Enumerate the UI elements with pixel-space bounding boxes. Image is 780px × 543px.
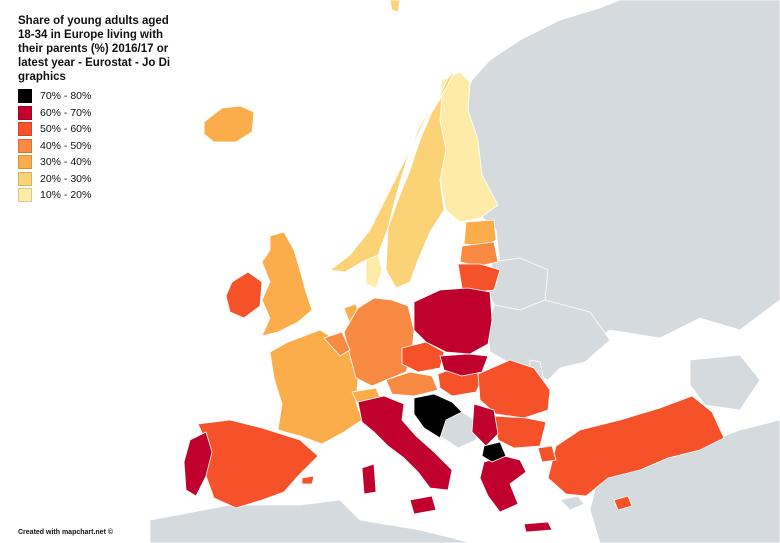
caucasus-region <box>689 354 761 411</box>
country-croatia <box>413 393 463 439</box>
country-sardinia <box>361 463 377 495</box>
category-20-30 <box>329 0 456 289</box>
legend: 70% - 80% 60% - 70% 50% - 60% 40% - 50% … <box>18 88 91 204</box>
country-greece <box>479 455 527 513</box>
legend-swatch-10-20 <box>18 188 32 202</box>
country-slovakia <box>439 353 489 377</box>
legend-label-50-60: 50% - 60% <box>40 123 92 135</box>
country-uk <box>261 231 313 337</box>
country-belgium-lux <box>323 331 351 357</box>
credit-text: Created with mapchart.net © <box>18 529 114 536</box>
legend-swatch-40-50 <box>18 138 32 153</box>
category-60-70 <box>183 287 553 533</box>
north-africa-region <box>149 499 471 543</box>
country-north-macedonia <box>481 441 507 463</box>
legend-label-30-40: 30% - 40% <box>40 156 92 168</box>
country-turkey <box>547 395 725 497</box>
country-latvia <box>459 241 499 267</box>
legend-swatch-60-70 <box>18 105 32 120</box>
legend-swatch-50-60 <box>18 122 32 136</box>
legend-label-40-50: 40% - 50% <box>40 139 92 152</box>
country-portugal <box>183 431 213 497</box>
country-cyprus <box>613 495 633 511</box>
legend-item-20-30: 20% - 30% <box>18 171 91 187</box>
country-crete <box>523 521 553 533</box>
legend-item-40-50: 40% - 50% <box>18 138 91 154</box>
country-lithuania <box>457 263 501 293</box>
country-austria <box>385 371 439 397</box>
country-poland <box>413 287 493 355</box>
legend-label-10-20: 10% - 20% <box>40 189 92 201</box>
cyprus-grey-area <box>559 495 585 511</box>
country-turkey-thrace <box>537 445 557 463</box>
legend-item-50-60: 50% - 60% <box>18 121 91 137</box>
legend-label-70-80: 70% - 80% <box>40 90 92 102</box>
legend-swatch-20-30 <box>18 171 32 186</box>
category-50-60 <box>197 263 725 511</box>
country-sweden <box>385 95 447 289</box>
legend-item-30-40: 30% - 40% <box>18 154 91 170</box>
legend-label-60-70: 60% - 70% <box>40 106 92 119</box>
country-norway-north <box>389 0 401 13</box>
country-sicily <box>409 495 437 515</box>
legend-item-70-80: 70% - 80% <box>18 88 91 104</box>
category-70-80 <box>413 393 507 463</box>
country-italy <box>357 395 453 491</box>
country-romania <box>477 359 551 419</box>
category-40-50 <box>323 241 499 397</box>
legend-item-60-70: 60% - 70% <box>18 105 91 121</box>
ukraine-region <box>487 299 611 381</box>
legend-item-10-20: 10% - 20% <box>18 187 91 203</box>
country-germany <box>343 297 415 387</box>
country-ireland <box>225 271 263 319</box>
legend-swatch-70-80 <box>18 89 32 103</box>
russia-region <box>440 0 780 353</box>
outside-region-group <box>149 0 780 543</box>
category-30-40 <box>203 105 497 445</box>
country-bulgaria <box>493 415 547 449</box>
country-iceland <box>203 105 255 143</box>
legend-label-20-30: 20% - 30% <box>40 172 92 185</box>
country-serbia <box>471 403 499 447</box>
legend-swatch-30-40 <box>18 155 32 169</box>
country-slovenia-balearic <box>301 475 315 485</box>
map-title: Share of young adults aged 18-34 in Euro… <box>18 15 171 83</box>
country-denmark <box>365 254 383 289</box>
country-norway <box>329 69 456 273</box>
